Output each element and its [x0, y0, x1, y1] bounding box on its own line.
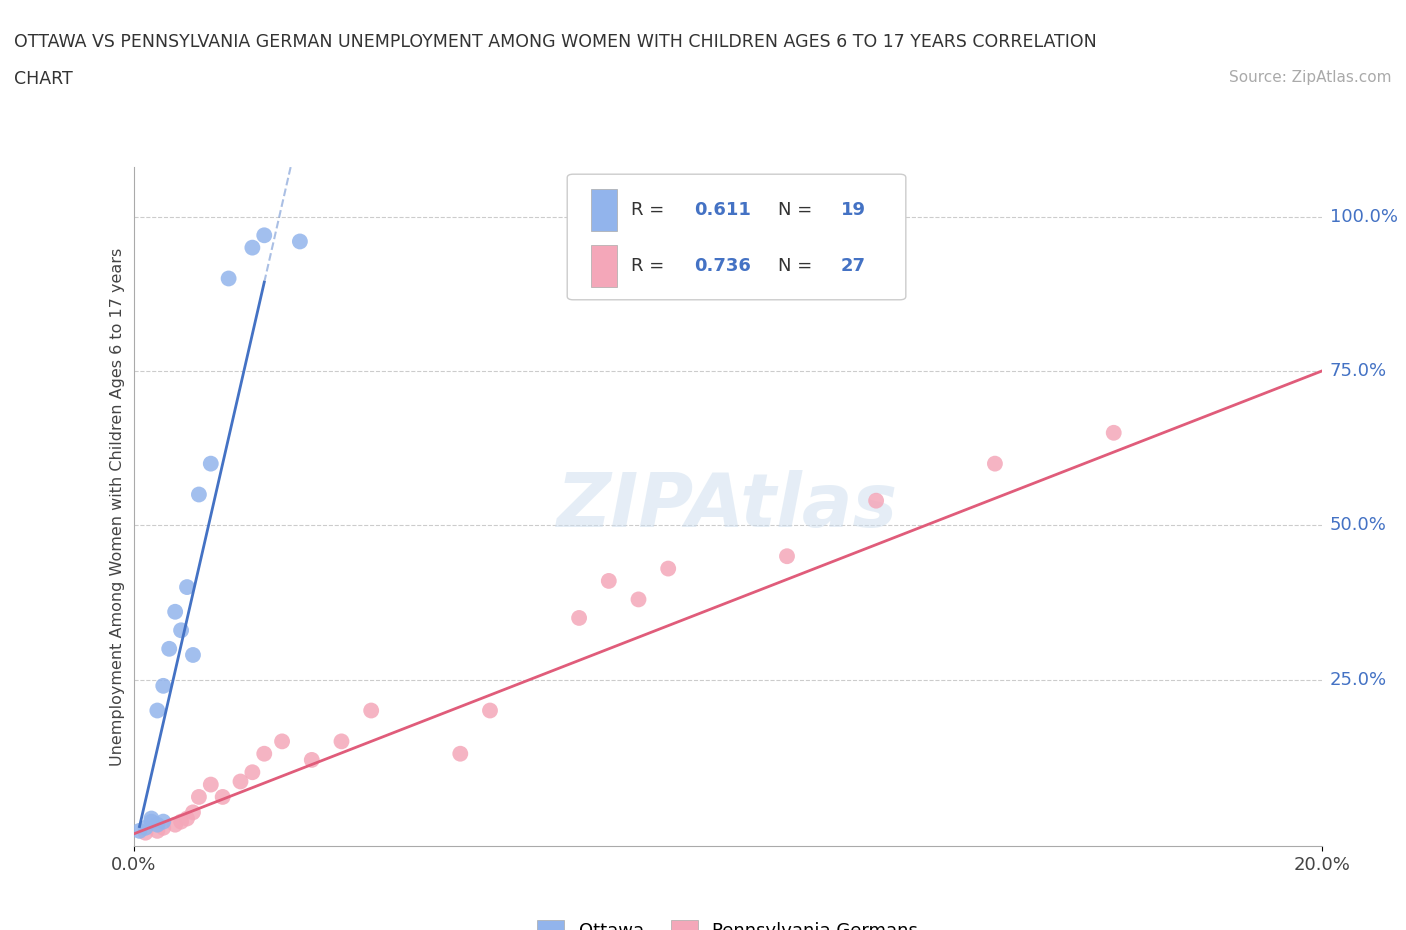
Point: [187, 790, 209, 804]
Point: [170, 623, 193, 638]
Text: N =: N =: [778, 257, 811, 275]
FancyBboxPatch shape: [591, 189, 617, 232]
Point: [253, 746, 276, 761]
Point: [141, 814, 163, 829]
Point: [865, 493, 887, 508]
Point: [301, 752, 323, 767]
Point: [146, 703, 169, 718]
Point: [984, 457, 1007, 472]
Point: [128, 823, 150, 838]
Y-axis label: Unemployment Among Women with Children Ages 6 to 17 years: Unemployment Among Women with Children A…: [110, 247, 125, 766]
Point: [568, 610, 591, 625]
Point: [187, 487, 209, 502]
Point: [200, 457, 222, 472]
Text: N =: N =: [778, 201, 811, 219]
Point: [181, 647, 204, 662]
Point: [211, 790, 233, 804]
Point: [242, 240, 264, 255]
Point: [152, 820, 174, 835]
Text: 19: 19: [841, 201, 866, 219]
Text: 100.0%: 100.0%: [1330, 207, 1398, 226]
Text: CHART: CHART: [14, 70, 73, 87]
Point: [360, 703, 382, 718]
Point: [657, 561, 679, 576]
Point: [134, 825, 156, 840]
Point: [200, 777, 222, 792]
Point: [170, 814, 193, 829]
Point: [330, 734, 353, 749]
Point: [271, 734, 294, 749]
Text: 0.611: 0.611: [695, 201, 751, 219]
Point: [141, 811, 163, 826]
Point: [253, 228, 276, 243]
Text: 50.0%: 50.0%: [1330, 516, 1386, 535]
Text: OTTAWA VS PENNSYLVANIA GERMAN UNEMPLOYMENT AMONG WOMEN WITH CHILDREN AGES 6 TO 1: OTTAWA VS PENNSYLVANIA GERMAN UNEMPLOYME…: [14, 33, 1097, 50]
Point: [176, 579, 198, 594]
Point: [242, 764, 264, 779]
Point: [134, 820, 156, 835]
Point: [146, 823, 169, 838]
Point: [776, 549, 799, 564]
Point: [449, 746, 471, 761]
Text: 0.736: 0.736: [695, 257, 751, 275]
Point: [165, 604, 187, 619]
Point: [288, 234, 311, 249]
Point: [478, 703, 501, 718]
FancyBboxPatch shape: [591, 245, 617, 286]
Text: ZIPAtlas: ZIPAtlas: [557, 471, 898, 543]
Point: [152, 814, 174, 829]
Point: [181, 805, 204, 820]
Point: [165, 817, 187, 832]
Text: 75.0%: 75.0%: [1330, 362, 1388, 380]
Point: [598, 574, 620, 589]
Point: [152, 678, 174, 693]
Point: [218, 271, 240, 286]
FancyBboxPatch shape: [567, 174, 905, 299]
Point: [229, 774, 252, 789]
Point: [157, 642, 180, 657]
Text: Source: ZipAtlas.com: Source: ZipAtlas.com: [1229, 70, 1392, 85]
Legend: Ottawa, Pennsylvania Germans: Ottawa, Pennsylvania Germans: [530, 913, 925, 930]
Text: R =: R =: [631, 257, 665, 275]
Point: [627, 592, 650, 607]
Text: 27: 27: [841, 257, 866, 275]
Point: [146, 817, 169, 832]
Text: 25.0%: 25.0%: [1330, 671, 1388, 688]
Text: R =: R =: [631, 201, 665, 219]
Point: [1102, 425, 1125, 440]
Point: [176, 811, 198, 826]
